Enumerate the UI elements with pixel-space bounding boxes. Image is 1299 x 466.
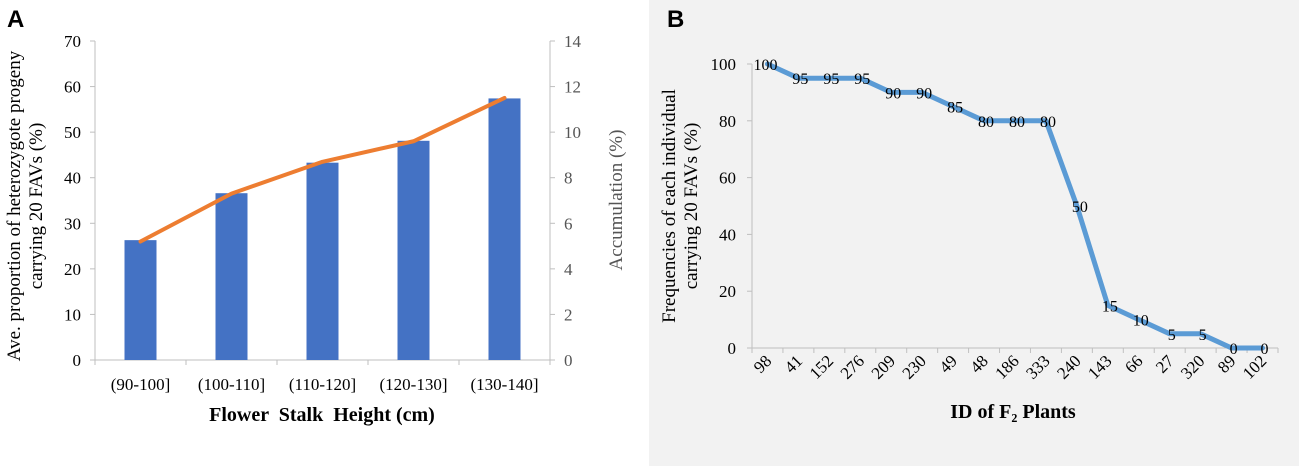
panel-b-data-label: 95	[792, 71, 808, 88]
panel-a-right-tick-label: 0	[564, 351, 573, 370]
panel-b-y-tick-label: 100	[711, 55, 737, 74]
panel-a-bar	[215, 193, 248, 360]
panel-a-left-tick-label: 70	[64, 32, 81, 51]
panel-a-x-tick-label: (90-100]	[111, 375, 170, 394]
panel-a-right-tick-labels: 0 2 4 6 8 10 12 14	[564, 32, 582, 370]
panel-b-data-label: 95	[854, 71, 870, 88]
panel-a-bar	[124, 240, 157, 360]
panel-b-y-tick-label: 80	[719, 112, 736, 131]
panel-b-data-label: 0	[1230, 341, 1238, 358]
panel-b-data-label: 15	[1102, 298, 1118, 315]
panel-a-left-tick-label: 30	[64, 214, 81, 233]
panel-b-data-label: 95	[823, 71, 839, 88]
panel-a-bar	[397, 140, 430, 360]
panel-b-axes	[747, 63, 1279, 353]
panel-a-left-tick-label: 10	[64, 305, 81, 324]
panel-b-letter: B	[667, 6, 684, 33]
panel-b-data-label: 90	[885, 85, 901, 102]
panel-a-y-axis-title-line2: carrying 20 FAVs (%)	[26, 123, 47, 290]
panel-a-accumulation-series-line	[138, 95, 507, 244]
panel-a-y2-axis-title: Accumulation (%)	[606, 130, 627, 271]
panel-b-y-tick-label: 60	[719, 169, 736, 188]
panel-b-y-tick-labels: 0 20 40 60 80 100	[711, 55, 737, 358]
panel-a-left-tick-label: 50	[64, 123, 81, 142]
panel-a-bar	[488, 98, 521, 361]
panel-a-x-tick-labels: (90-100] (100-110] (110-120] (120-130] (130-…	[111, 375, 539, 394]
panel-a-right-tick-label: 10	[564, 123, 581, 142]
panel-b-x-axis-title: ID of F₂ Plants	[950, 401, 1076, 423]
panel-a-left-tick-label: 60	[64, 78, 81, 97]
panel-a-x-tick-label: (130-140]	[471, 375, 539, 394]
panel-b-frequency-line	[764, 61, 1266, 351]
panel-a-right-tick-label: 4	[564, 260, 573, 279]
panel-a-x-tick-label: (110-120]	[289, 375, 356, 394]
panel-a-right-tick-label: 2	[564, 305, 573, 324]
panel-a-right-tick-label: 6	[564, 214, 573, 233]
panel-b-data-label: 10	[1133, 313, 1149, 330]
panel-a-right-tick-label: 8	[564, 169, 573, 188]
panel-b-data-label: 80	[1009, 114, 1025, 131]
panel-b-data-label: 50	[1072, 199, 1088, 216]
panel-a-y-axis-title-line1: Ave. proportion of heterozygote progeny	[4, 50, 25, 361]
panel-a-bar	[306, 162, 339, 360]
panel-b-data-label: 85	[947, 100, 963, 117]
panel-b-y-tick-label: 40	[719, 225, 736, 244]
panel-a: A 0 10 20 30 40 50 60 70 0 2 4 6 8 10 12 14 (90-100] (1…	[4, 6, 627, 426]
panel-a-x-tick-label: (100-110]	[198, 375, 265, 394]
panel-b-data-label: 80	[978, 114, 994, 131]
panel-a-left-tick-labels: 0 10 20 30 40 50 60 70	[64, 32, 81, 370]
panel-b-data-label: 5	[1199, 327, 1207, 344]
panel-a-x-tick-label: (120-130]	[380, 375, 448, 394]
panel-a-left-tick-label: 20	[64, 260, 81, 279]
panel-b-series-line	[764, 61, 1266, 351]
panel-a-bars	[124, 98, 521, 361]
panel-b-data-label: 100	[753, 57, 777, 74]
panel-b-y-axis-title-line1: Frequencies of each individual	[659, 89, 680, 323]
panel-b-data-label: 5	[1168, 327, 1176, 344]
panel-a-right-tick-label: 14	[564, 32, 582, 51]
panel-b-y-tick-label: 0	[728, 339, 737, 358]
panel-b-data-label: 0	[1261, 341, 1269, 358]
panel-b-data-label: 80	[1040, 114, 1056, 131]
panel-a-letter: A	[7, 6, 24, 33]
panel-a-x-axis-title: Flower Stalk Height (cm)	[209, 404, 435, 426]
panel-b-y-axis-title-line2: carrying 20 FAVs (%)	[681, 123, 702, 290]
panel-b-y-tick-label: 20	[719, 282, 736, 301]
panel-b-data-label: 90	[916, 85, 932, 102]
panel-a-left-tick-label: 40	[64, 169, 81, 188]
panel-a-left-tick-label: 0	[73, 351, 82, 370]
panel-a-right-tick-label: 12	[564, 78, 581, 97]
panel-b-background	[649, 0, 1299, 466]
panel-a-accumulation-line	[138, 95, 507, 244]
